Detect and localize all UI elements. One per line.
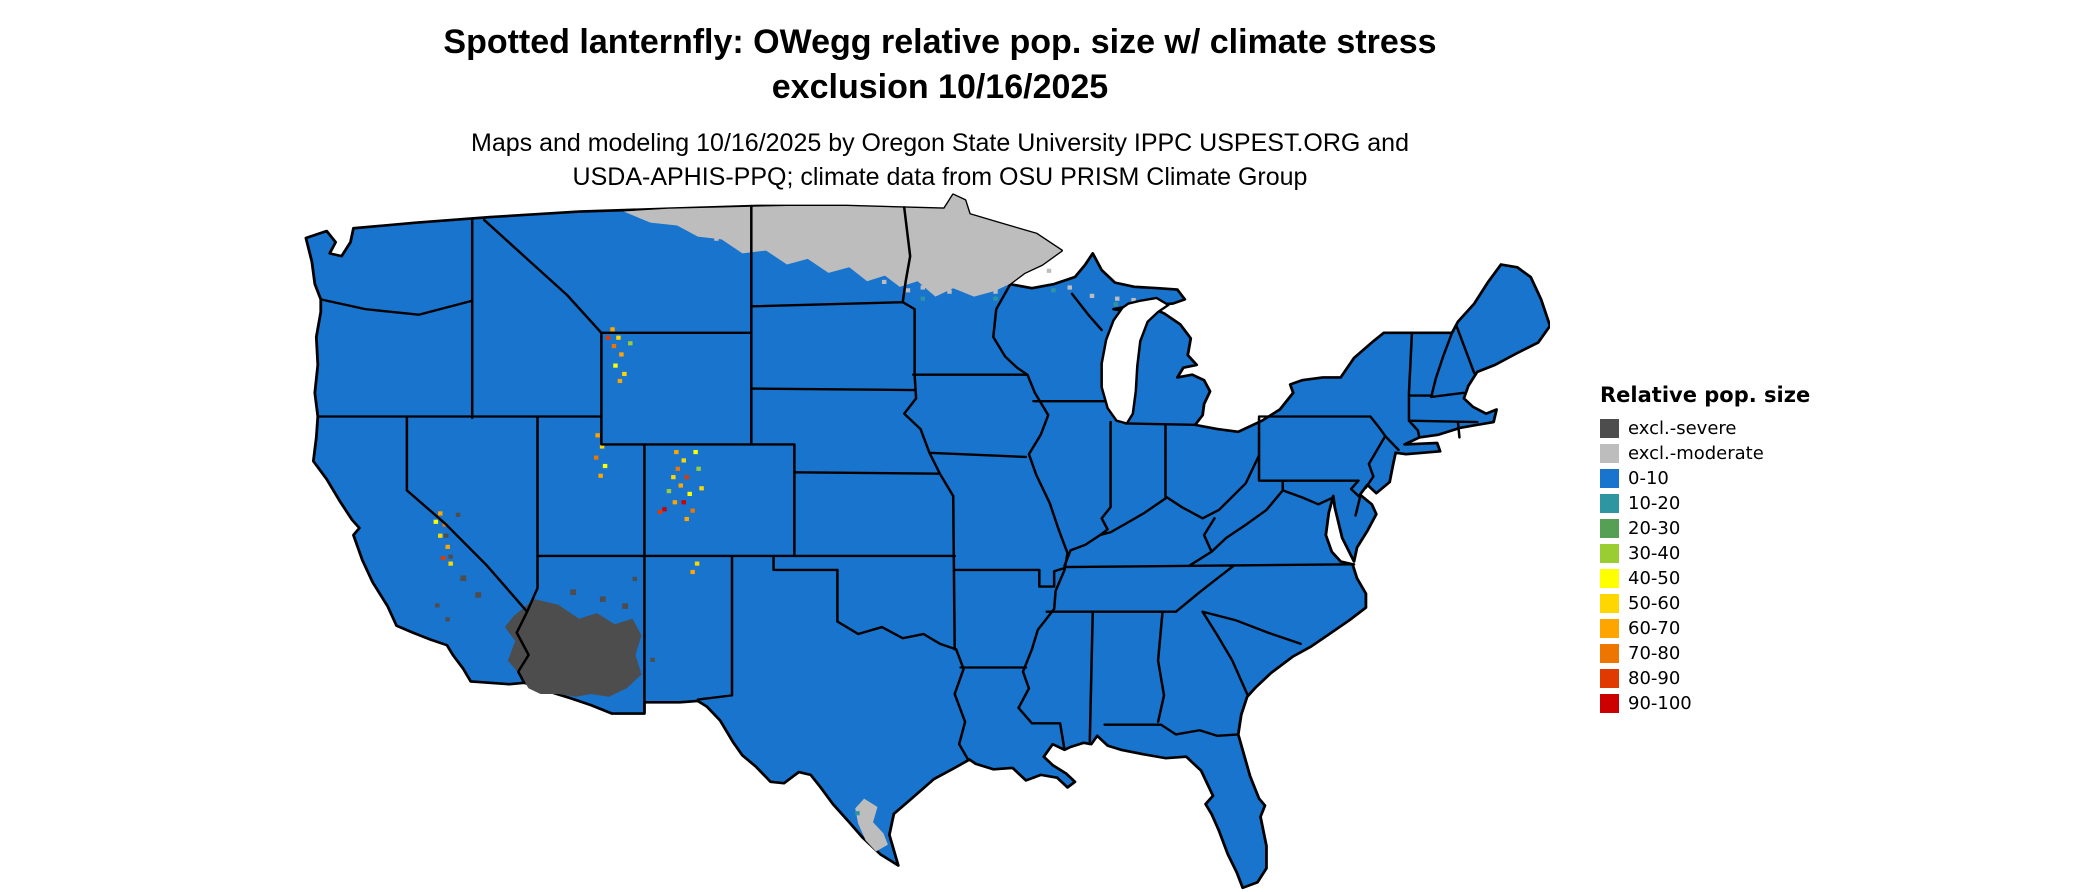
legend-row: 30-40: [1600, 543, 1810, 564]
legend-label: 50-60: [1628, 593, 1681, 614]
legend-swatch: [1600, 644, 1619, 663]
legend-row: 40-50: [1600, 568, 1810, 589]
subtitle-line-1: Maps and modeling 10/16/2025 by Oregon S…: [471, 129, 1409, 157]
legend-row: 80-90: [1600, 668, 1810, 689]
legend-label: 60-70: [1628, 618, 1681, 639]
legend-row: 0-10: [1600, 468, 1810, 489]
legend-swatch: [1600, 519, 1619, 538]
legend-row: 60-70: [1600, 618, 1810, 639]
legend-swatch: [1600, 494, 1619, 513]
population-speckles: [433, 288, 1118, 816]
legend-label: 90-100: [1628, 693, 1692, 714]
legend-row: 90-100: [1600, 693, 1810, 714]
legend-swatch: [1600, 419, 1619, 438]
state-borders: [316, 204, 1479, 761]
legend-swatch: [1600, 669, 1619, 688]
legend-swatch: [1600, 444, 1619, 463]
legend-title: Relative pop. size: [1600, 383, 1811, 407]
moderate-speckles: [714, 236, 1136, 303]
us-map-container: [300, 192, 1552, 892]
legend-swatch: [1600, 469, 1619, 488]
title-line-1: Spotted lanternfly: OWegg relative pop. …: [443, 23, 1437, 61]
legend: Relative pop. size excl.-severe excl.-mo…: [1600, 383, 1810, 719]
excluded-moderate-region: [623, 194, 1136, 852]
legend-row: 10-20: [1600, 493, 1810, 514]
title-line-2: exclusion 10/16/2025: [771, 67, 1109, 106]
legend-label: 70-80: [1628, 643, 1681, 664]
legend-label: 10-20: [1628, 493, 1681, 514]
legend-row: excl.-moderate: [1600, 443, 1810, 464]
subtitle-line-2: USDA-APHIS-PPQ; climate data from OSU PR…: [572, 163, 1308, 191]
map-title: Spotted lanternfly: OWegg relative pop. …: [0, 20, 1880, 110]
legend-row: excl.-severe: [1600, 418, 1810, 439]
legend-row: 20-30: [1600, 518, 1810, 539]
legend-swatch: [1600, 594, 1619, 613]
legend-label: excl.-moderate: [1628, 443, 1764, 464]
us-outline: [304, 193, 1552, 890]
legend-label: excl.-severe: [1628, 418, 1737, 439]
legend-label: 0-10: [1628, 468, 1669, 489]
map-subtitle: Maps and modeling 10/16/2025 by Oregon S…: [0, 126, 1880, 194]
legend-row: 70-80: [1600, 643, 1810, 664]
legend-label: 40-50: [1628, 568, 1681, 589]
legend-label: 30-40: [1628, 543, 1681, 564]
us-map: [304, 193, 1552, 890]
legend-swatch: [1600, 619, 1619, 638]
legend-swatch: [1600, 544, 1619, 563]
legend-swatch: [1600, 569, 1619, 588]
lake-michigan: [1100, 296, 1170, 425]
legend-swatch: [1600, 694, 1619, 713]
legend-row: 50-60: [1600, 593, 1810, 614]
legend-items: excl.-severe excl.-moderate 0-10 10-20 2…: [1600, 418, 1810, 714]
severe-speckles: [435, 512, 655, 662]
excluded-severe-region: [435, 512, 655, 697]
legend-label: 80-90: [1628, 668, 1681, 689]
legend-label: 20-30: [1628, 518, 1681, 539]
